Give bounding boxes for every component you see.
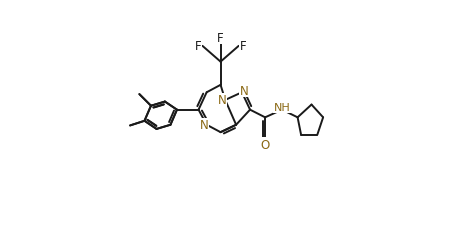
Text: O: O	[260, 138, 269, 151]
Text: NH: NH	[273, 103, 290, 113]
Text: F: F	[239, 40, 246, 53]
Text: F: F	[194, 40, 201, 53]
Text: N: N	[217, 94, 226, 107]
Text: F: F	[217, 32, 223, 45]
Text: N: N	[239, 85, 248, 97]
Text: N: N	[200, 119, 208, 132]
